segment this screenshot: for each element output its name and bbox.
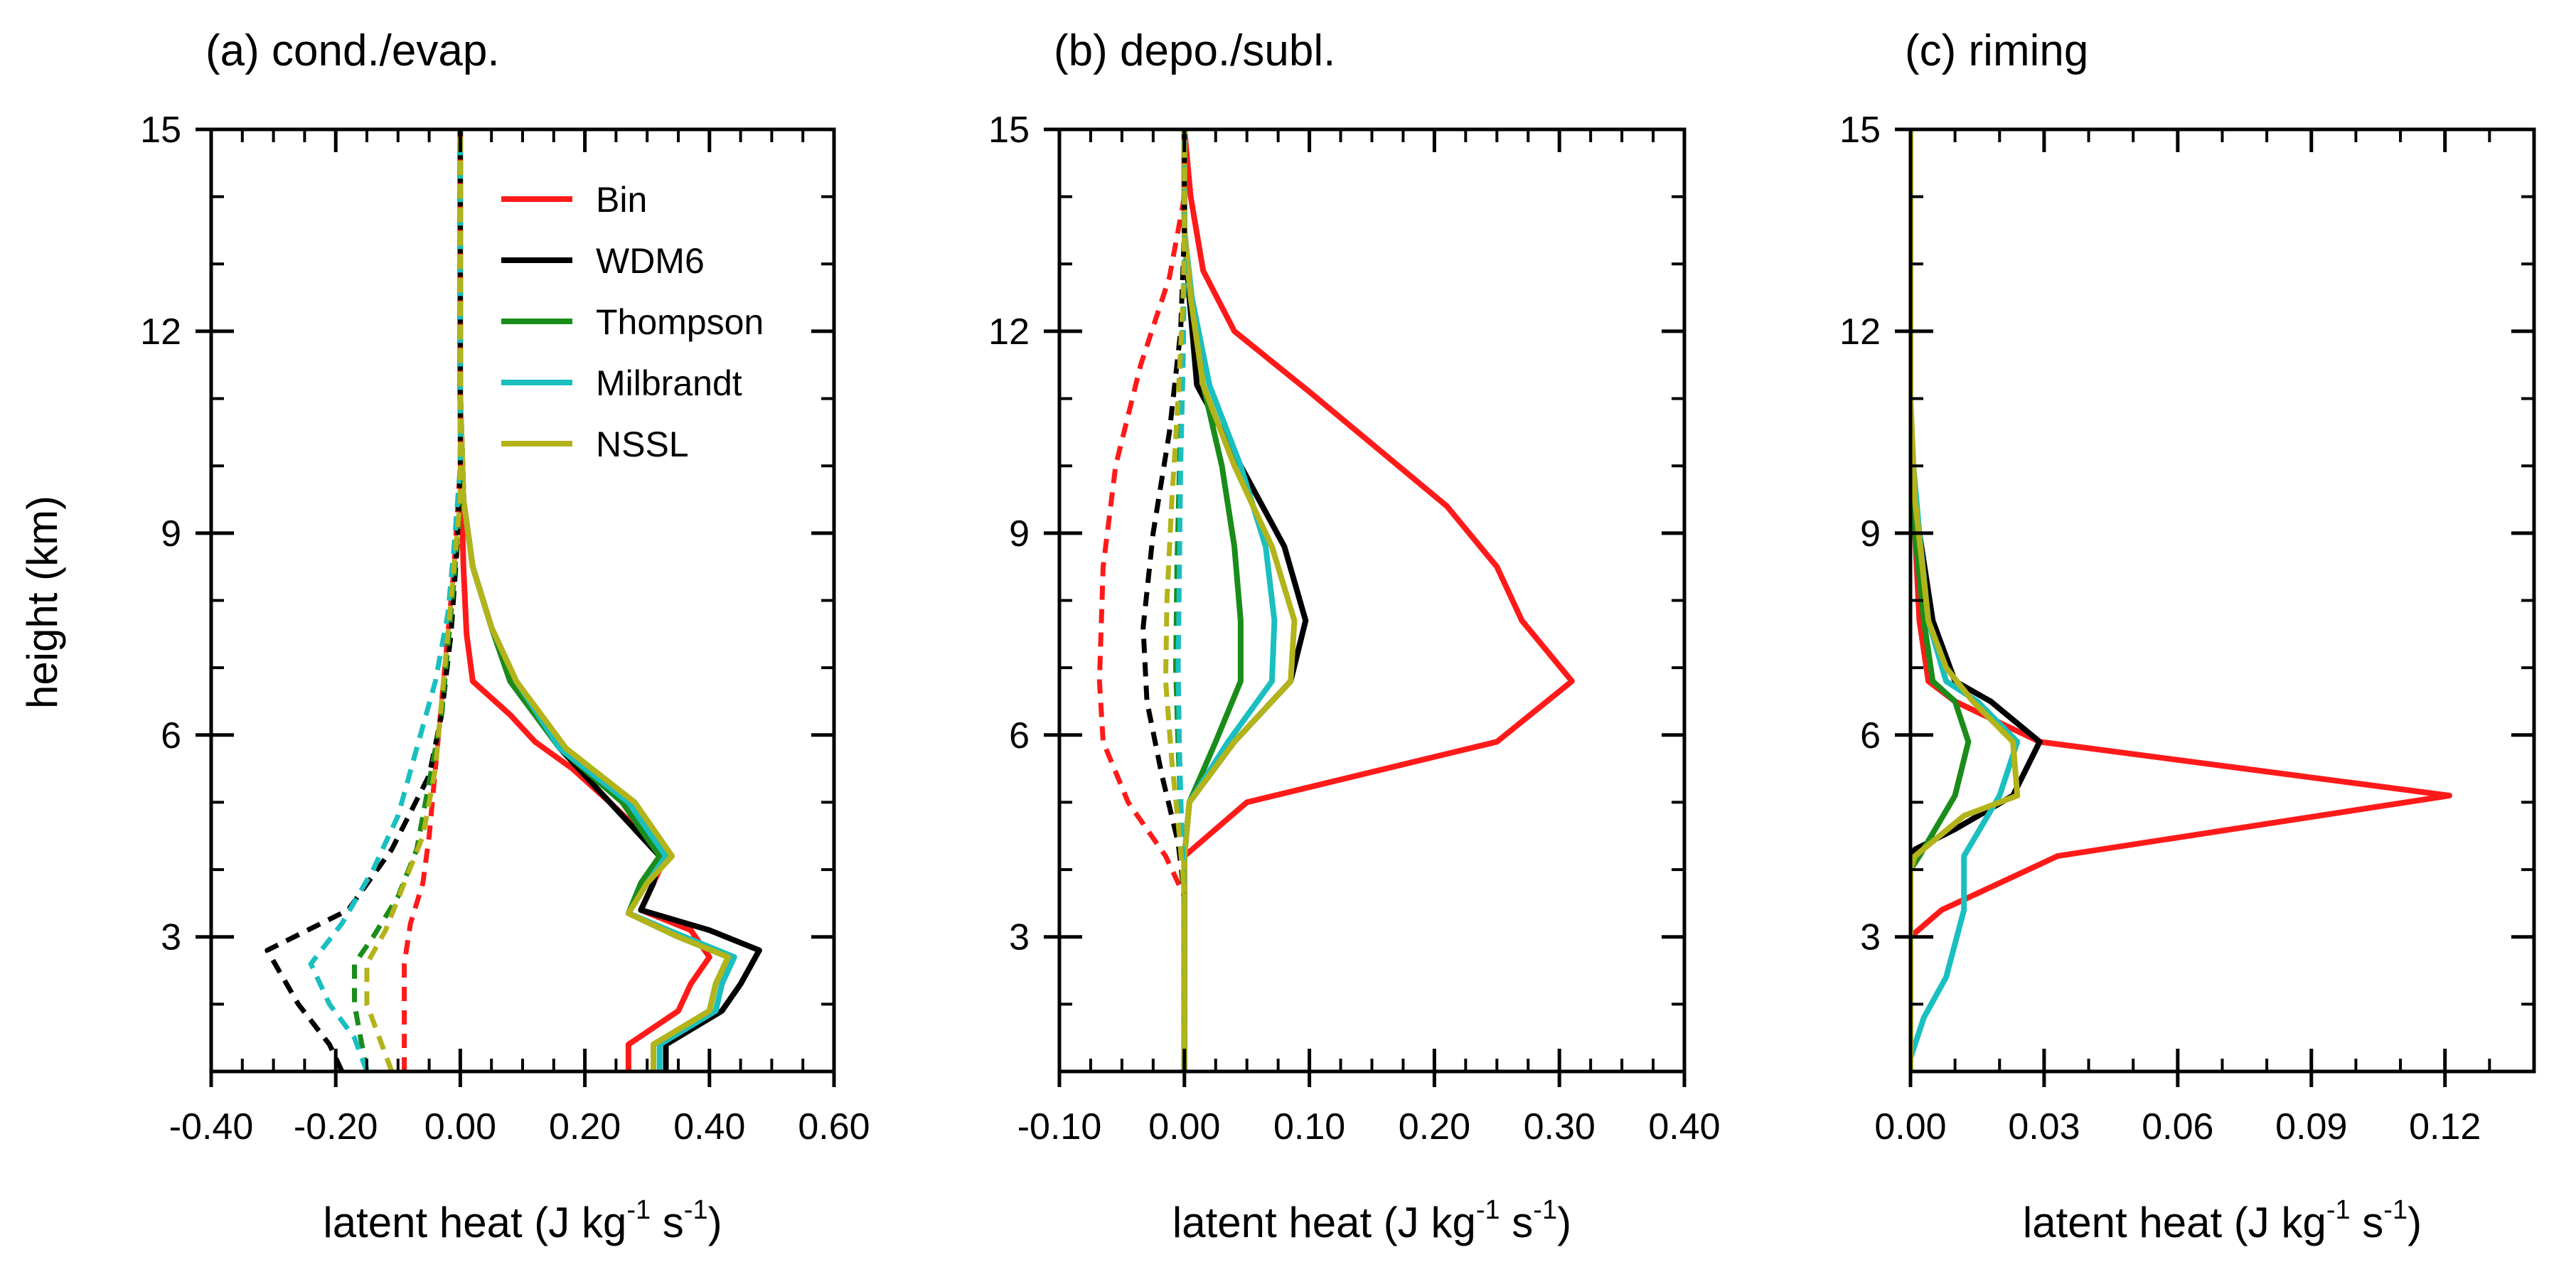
panel-b-title: (b) depo./subl. [1054, 26, 1335, 75]
x-tick-label: 0.00 [424, 1106, 496, 1148]
series-bin [1181, 129, 1575, 1071]
y-tick-label: 12 [140, 311, 181, 353]
legend-label-milbrandt: Milbrandt [596, 363, 742, 403]
y-tick-label: 12 [1839, 311, 1881, 353]
legend-label-nssl: NSSL [596, 424, 689, 464]
y-tick-label: 6 [1860, 715, 1881, 756]
x-tick-label: 0.40 [1648, 1106, 1720, 1148]
x-tick-label: 0.03 [2008, 1106, 2080, 1148]
series-nssl [457, 129, 732, 1071]
y-tick-label: 15 [140, 109, 181, 151]
x-tick-label: 0.09 [2275, 1106, 2347, 1148]
y-tick-label: 6 [1009, 715, 1030, 756]
x-tick-label: 0.00 [1148, 1106, 1220, 1148]
y-axis-label: height (km) [18, 496, 66, 709]
series-bin-evap [402, 129, 463, 1071]
x-tick-label: 0.20 [549, 1106, 621, 1148]
panel-c: (c) riming 0.00 0.03 0.06 0.09 0.12 3 6 9 12 15 lat… [1839, 26, 2536, 1246]
y-tick-label: 3 [161, 917, 181, 958]
series-nssl [1910, 129, 2021, 1071]
panel-b-ticks [1044, 127, 1687, 1087]
panel-b-x-axis-label: latent heat (J kg-1 s-1) [1172, 1195, 1571, 1246]
panel-b-series [1096, 129, 1575, 1071]
panel-c-x-axis-label: latent heat (J kg-1 s-1) [2023, 1195, 2422, 1246]
panel-a: (a) cond./evap. -0.40 -0.20 0.00 0.20 0.40 0.6… [140, 26, 870, 1246]
y-tick-label: 12 [988, 311, 1030, 353]
panel-a-series [264, 129, 762, 1071]
x-tick-label: 0.00 [1874, 1106, 1946, 1148]
series-nssl-subl [1163, 129, 1187, 1071]
panel-c-title: (c) riming [1905, 26, 2088, 75]
y-tick-label: 9 [1009, 513, 1030, 555]
y-tick-label: 9 [1860, 513, 1881, 555]
y-tick-label: 6 [161, 715, 181, 756]
panel-a-title: (a) cond./evap. [205, 26, 500, 75]
y-tick-label: 15 [1839, 109, 1881, 151]
x-tick-label: 0.06 [2142, 1106, 2213, 1148]
series-bin-subl [1096, 129, 1187, 1071]
x-tick-label: 0.40 [673, 1106, 745, 1148]
panel-c-ticks [1895, 127, 2535, 1087]
x-tick-label: 0.30 [1524, 1106, 1596, 1148]
x-tick-label: 0.20 [1399, 1106, 1470, 1148]
y-tick-label: 3 [1009, 917, 1030, 958]
legend-label-bin: Bin [596, 180, 647, 220]
x-tick-label: -0.40 [169, 1106, 254, 1148]
y-tick-label: 9 [161, 513, 181, 555]
panel-a-ticks [196, 127, 836, 1087]
panel-a-x-axis-label: latent heat (J kg-1 s-1) [323, 1195, 722, 1246]
y-tick-label: 15 [988, 109, 1030, 151]
x-tick-label: 0.10 [1273, 1106, 1345, 1148]
panel-b: (b) depo./subl. -0.10 0.00 0.10 0.20 0.30 0.40… [988, 26, 1720, 1246]
x-tick-label: 0.60 [798, 1106, 870, 1148]
series-nssl-evap [364, 129, 463, 1071]
legend: Bin WDM6 Thompson Milbrandt NSSL [501, 180, 764, 464]
legend-label-wdm6: WDM6 [596, 241, 705, 281]
x-tick-label: -0.10 [1017, 1106, 1102, 1148]
x-tick-label: 0.12 [2409, 1106, 2481, 1148]
x-tick-label: -0.20 [294, 1106, 378, 1148]
series-wdm6-evap [264, 129, 463, 1071]
legend-label-thompson: Thompson [596, 302, 764, 342]
y-tick-label: 3 [1860, 917, 1881, 958]
